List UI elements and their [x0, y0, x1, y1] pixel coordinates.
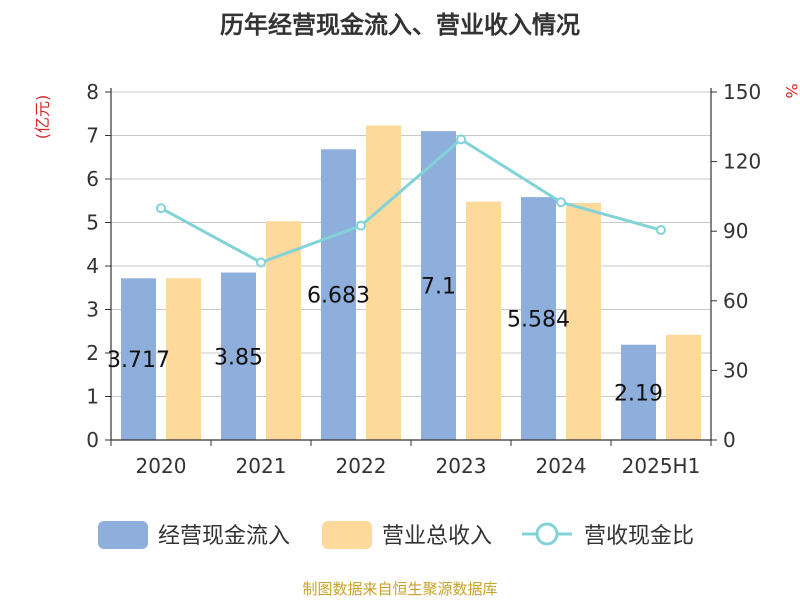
source-note: 制图数据来自恒生聚源数据库	[302, 580, 497, 598]
bar	[366, 125, 401, 441]
y-axis-right-label: %	[782, 83, 800, 98]
line-path	[160, 137, 662, 265]
y-right-tick-label: 0	[723, 428, 736, 452]
y-left-tick-label: 5	[86, 211, 99, 235]
y-right-tick-label: 90	[723, 219, 748, 243]
line-point	[356, 220, 366, 231]
bar	[121, 278, 156, 440]
legend-label: 营业总收入	[382, 524, 492, 549]
data-label: 5.584	[507, 308, 570, 333]
grid-lines	[111, 91, 711, 397]
x-tick-label: 2024	[536, 454, 587, 478]
y-right-tick-label: 60	[723, 289, 748, 313]
line-point	[256, 257, 266, 268]
x-tick-label: 2022	[336, 454, 387, 478]
data-labels-group: 3.717 3.85 6.683 7.1 5.584 2.19	[107, 275, 663, 407]
y-left-tick-label: 6	[86, 167, 99, 191]
chart-title: 历年经营现金流入、营业收入情况	[220, 11, 580, 39]
legend-swatch	[322, 521, 372, 549]
legend-label: 经营现金流入	[158, 524, 290, 549]
y-left-tick-label: 7	[86, 124, 99, 148]
bar	[621, 344, 656, 440]
bar	[466, 201, 501, 440]
x-tick-label: 2023	[436, 454, 487, 478]
data-label: 3.717	[107, 348, 170, 373]
bar	[566, 202, 601, 440]
x-tick-label: 2020	[136, 454, 187, 478]
legend: 经营现金流入 营业总收入 营收现金比	[98, 521, 694, 549]
legend-marker	[535, 522, 559, 546]
y-left-tick-label: 3	[86, 298, 99, 322]
y-axis-left-label: (亿元)	[33, 95, 52, 140]
y-left-tick-label: 4	[86, 254, 99, 278]
y-left-tick-label: 8	[86, 80, 99, 104]
data-label: 6.683	[307, 284, 370, 309]
line-point	[656, 225, 666, 236]
bar	[421, 131, 456, 440]
line-point	[556, 197, 566, 208]
data-label: 3.85	[214, 345, 263, 370]
axes-group: 0 1 2 3 4 5 6 7 8 0 30 60 90 120 150 2020 2021 2022 2023 20…	[86, 80, 761, 478]
bars-group	[121, 125, 701, 441]
line-point	[456, 134, 466, 145]
x-tick-label: 2025H1	[622, 454, 701, 478]
y-right-tick-label: 120	[723, 150, 761, 174]
bar	[166, 278, 201, 440]
bar	[666, 334, 701, 440]
bar	[221, 272, 256, 440]
legend-label: 营收现金比	[584, 524, 694, 549]
line-point	[156, 203, 166, 214]
data-label: 2.19	[614, 381, 663, 406]
y-left-tick-label: 2	[86, 341, 99, 365]
y-right-tick-label: 30	[723, 358, 748, 382]
line-series-group	[156, 134, 666, 268]
bar	[521, 197, 556, 440]
data-label: 7.1	[421, 275, 456, 300]
x-tick-label: 2021	[236, 454, 287, 478]
y-left-tick-label: 0	[86, 428, 99, 452]
y-right-tick-label: 150	[723, 80, 761, 104]
y-left-tick-label: 1	[86, 385, 99, 409]
legend-swatch	[98, 521, 148, 549]
bar	[321, 149, 356, 441]
